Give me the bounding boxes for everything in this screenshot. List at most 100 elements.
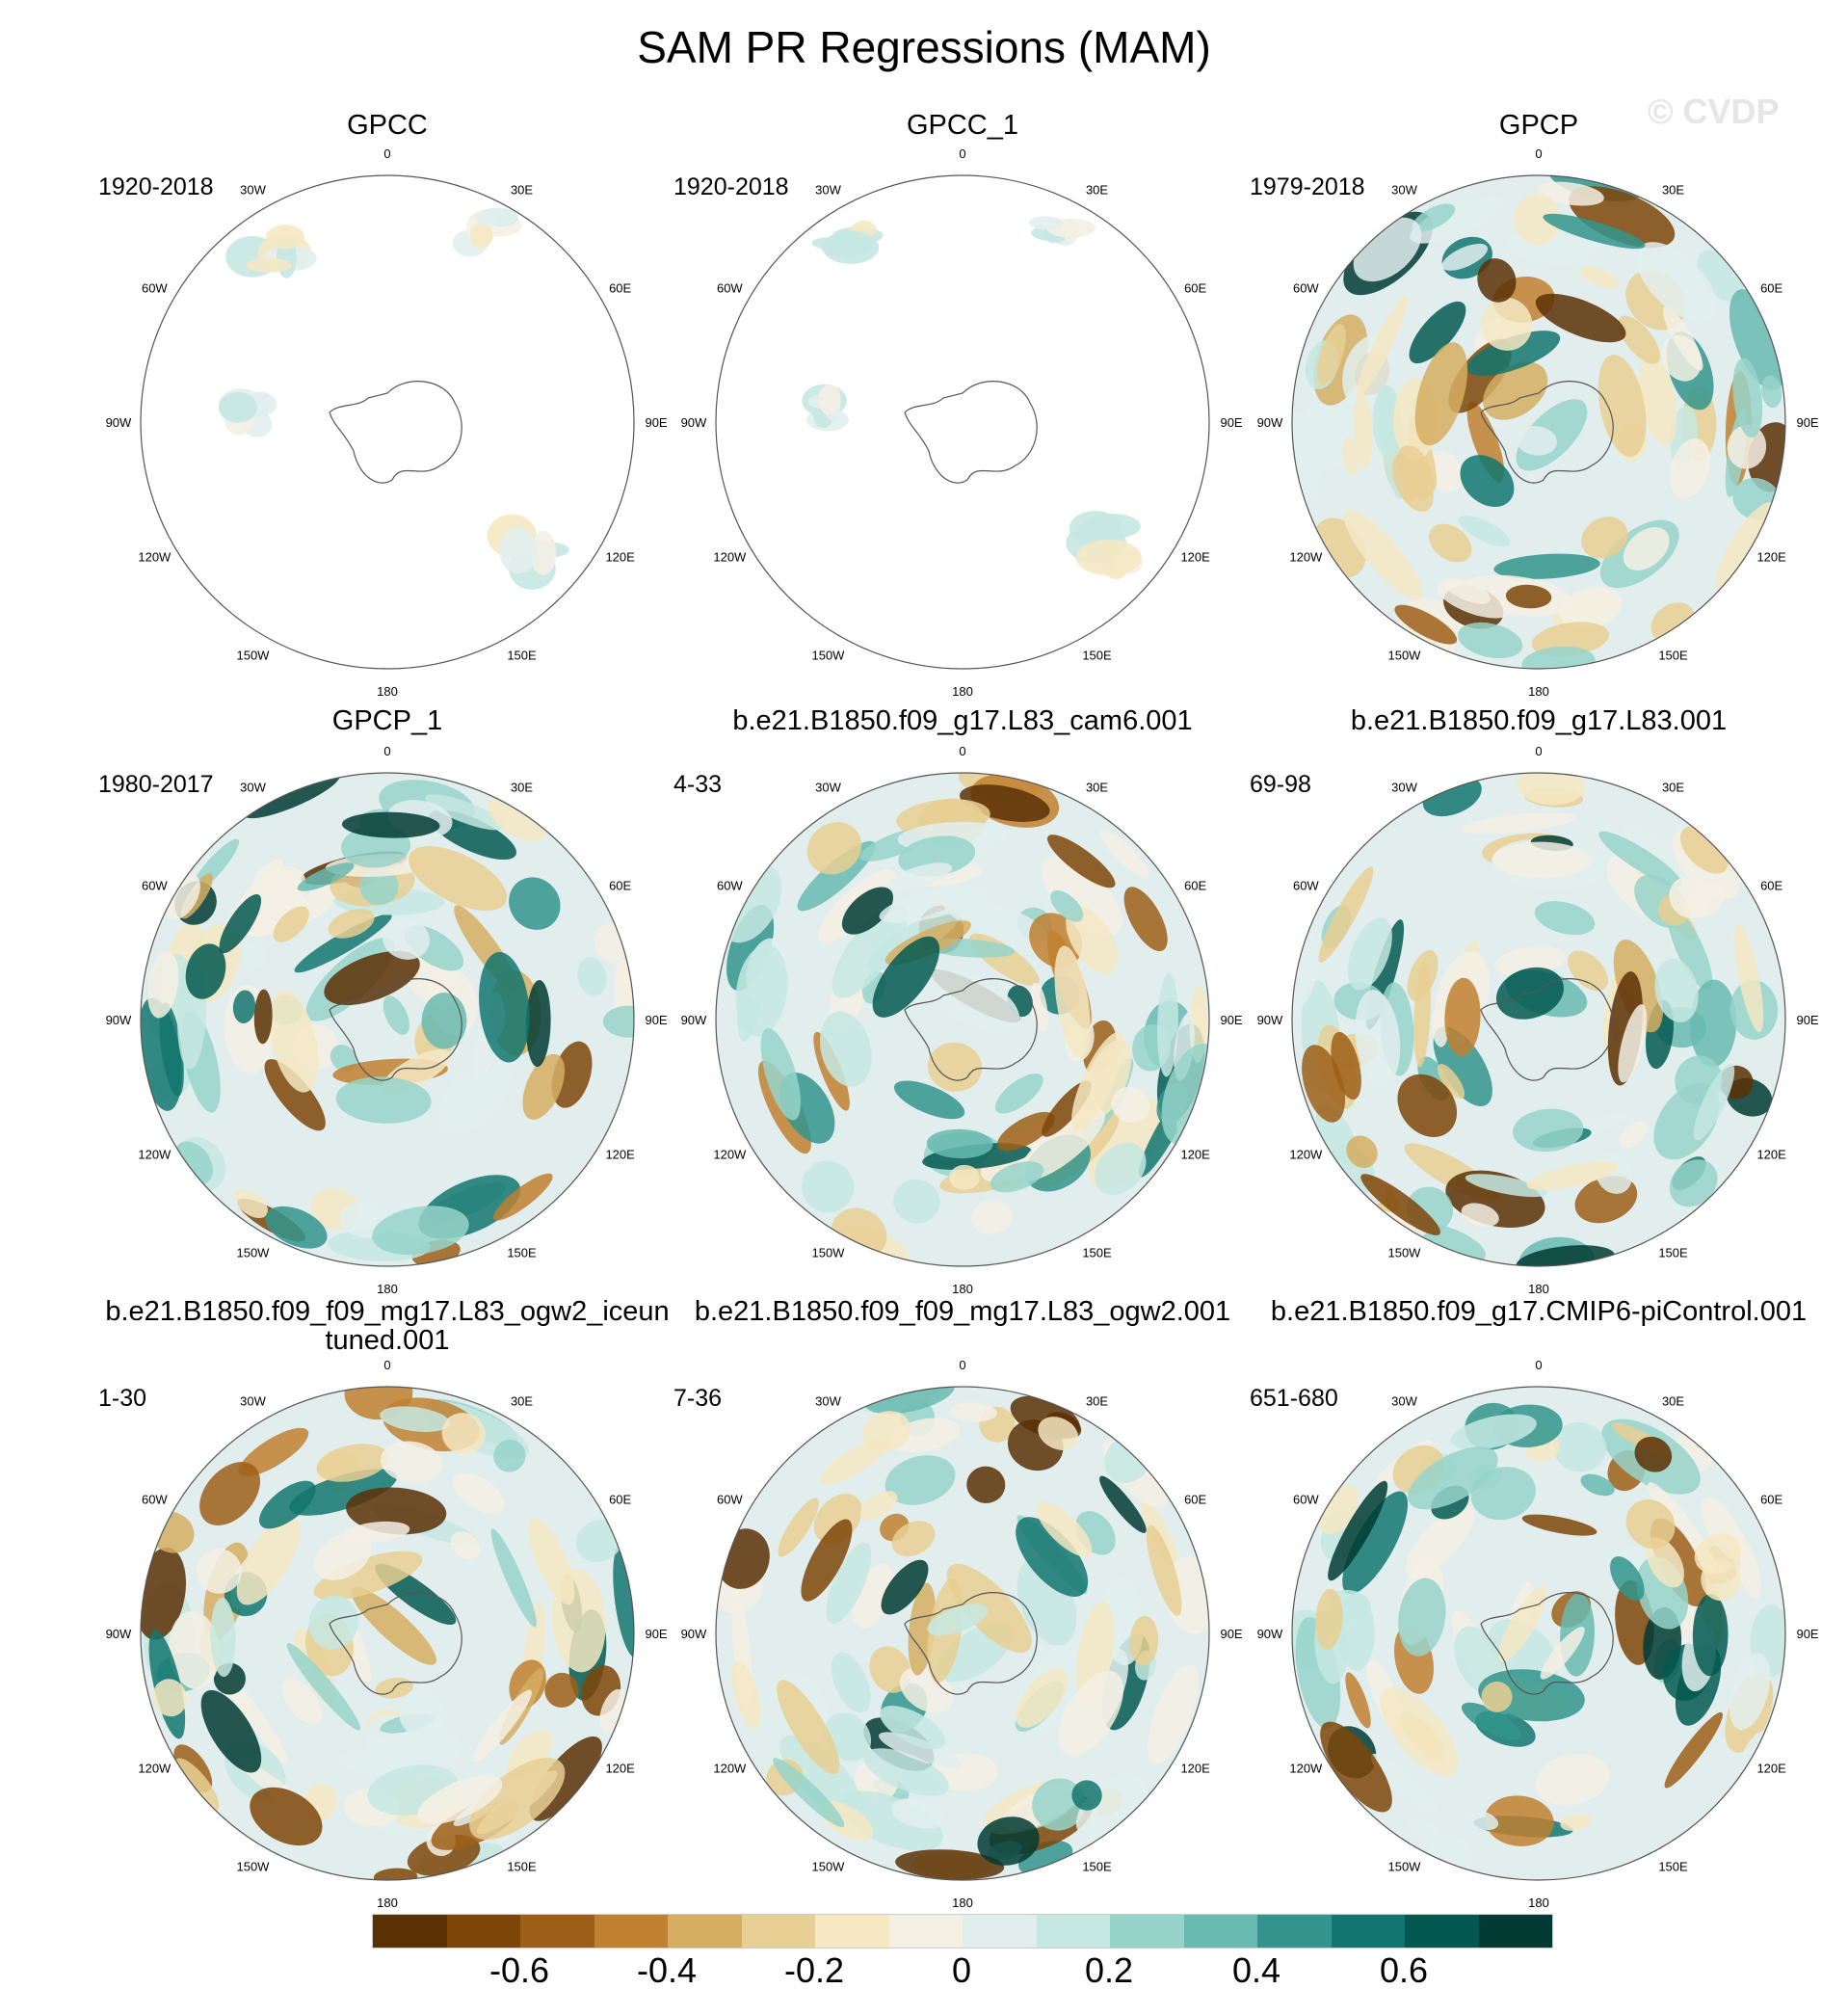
precip-anomaly-contour (577, 957, 607, 996)
precip-anomaly-contour (777, 1680, 840, 1775)
precip-anomaly-contour (1356, 296, 1408, 397)
panel-period: 69-98 (1250, 771, 1311, 798)
precip-anomaly-contour (1407, 1817, 1442, 1844)
precip-anomaly-contour (297, 862, 355, 891)
precip-anomaly-contour (493, 1439, 526, 1472)
precip-anomaly-contour (1477, 258, 1517, 303)
precip-anomaly-contour (1514, 193, 1562, 246)
longitude-label: 120W (138, 1762, 172, 1776)
antarctica-coastline (329, 978, 462, 1081)
precip-anomaly-contour (488, 796, 546, 842)
precip-anomaly-contour (1071, 1780, 1102, 1811)
precip-anomaly-contour (530, 530, 557, 575)
precip-anomaly-contour (286, 1643, 360, 1731)
precip-anomaly-contour (472, 1689, 532, 1763)
polar-map-panel: 0 30E 60E 90E 120E 150E 180 150W 120W 90W 60W 30W (98, 1344, 676, 1922)
precip-anomaly-contour (1484, 1795, 1554, 1846)
precip-anomaly-contour (1042, 857, 1122, 937)
precip-anomaly-contour (373, 1868, 418, 1880)
precip-anomaly-contour (1036, 1501, 1093, 1557)
precip-anomaly-contour (1123, 887, 1168, 952)
precip-anomaly-contour (1664, 1711, 1723, 1789)
precip-anomaly-contour (1343, 510, 1423, 600)
longitude-label: 120W (1289, 1762, 1323, 1776)
precip-anomaly-contour (879, 1732, 962, 1768)
precip-anomaly-contour (837, 1790, 943, 1851)
antarctica-coastline (904, 978, 1038, 1081)
precip-anomaly-contour (313, 1551, 423, 1601)
precip-anomaly-contour (1689, 979, 1737, 1068)
precip-anomaly-contour (760, 1028, 801, 1121)
precip-anomaly-contour (1481, 1681, 1513, 1712)
precip-anomaly-contour (1625, 1498, 1676, 1549)
precip-anomaly-contour (971, 1199, 1013, 1234)
antarctica-coastline (329, 1592, 462, 1695)
precip-anomaly-contour (832, 904, 908, 998)
precip-anomaly-contour (1360, 1174, 1440, 1235)
precip-anomaly-contour (1470, 1467, 1536, 1521)
precip-anomaly-contour (469, 223, 493, 249)
longitude-label: 150E (507, 1860, 537, 1874)
precip-anomaly-contour (831, 1652, 871, 1713)
map-background (141, 175, 634, 669)
longitude-label: 150E (1082, 1860, 1112, 1874)
precip-anomaly-contour (801, 1519, 853, 1602)
precip-anomaly-contour (372, 1206, 469, 1256)
longitude-label: 150W (236, 1246, 270, 1260)
precip-anomaly-contour (1316, 324, 1346, 385)
precip-anomaly-contour (1038, 1417, 1079, 1450)
colorbar-swatch (594, 1915, 668, 1948)
precip-anomaly-contour (551, 1041, 593, 1108)
precip-anomaly-contour (1320, 1721, 1392, 1813)
precip-anomaly-contour (1663, 306, 1703, 371)
precip-anomaly-contour (946, 1563, 1032, 1654)
longitude-label: 180 (377, 684, 398, 699)
precip-anomaly-contour (1355, 990, 1401, 1087)
precip-anomaly-contour (1146, 1525, 1182, 1616)
precip-anomaly-contour (949, 1164, 980, 1190)
longitude-label: 150W (1387, 649, 1421, 663)
precip-anomaly-contour (1598, 831, 1683, 888)
colorbar-label: -0.6 (488, 1950, 550, 1990)
longitude-label: 150E (1082, 1246, 1112, 1260)
precip-anomaly-contour (1347, 916, 1392, 991)
colorbar-label: -0.4 (636, 1950, 698, 1990)
panel-period: 1980-2017 (98, 771, 214, 798)
longitude-label: 90E (1796, 415, 1818, 430)
longitude-label: 180 (1528, 1282, 1549, 1296)
longitude-label: 30E (1086, 1393, 1108, 1408)
precip-anomaly-contour (879, 885, 989, 923)
precip-anomaly-contour (1398, 1578, 1446, 1657)
longitude-label: 30W (815, 780, 841, 794)
precip-anomaly-contour (509, 877, 561, 930)
longitude-label: 120E (1180, 1148, 1210, 1162)
precip-anomaly-contour (1761, 375, 1782, 409)
longitude-label: 0 (959, 1358, 965, 1372)
map-boundary (140, 772, 635, 1267)
precip-anomaly-contour (528, 1518, 575, 1605)
precip-anomaly-contour (1054, 945, 1091, 1059)
precip-anomaly-contour (258, 1480, 316, 1529)
longitude-label: 30E (1662, 780, 1684, 794)
longitude-label: 30W (815, 1393, 841, 1408)
precip-anomaly-contour (421, 993, 467, 1049)
precip-anomaly-contour (314, 1532, 372, 1580)
precip-anomaly-contour (1099, 830, 1149, 878)
precip-anomaly-contour (265, 225, 305, 250)
longitude-label: 30W (1391, 1393, 1417, 1408)
longitude-label: 150W (236, 649, 270, 663)
colorbar-label: -0.2 (783, 1950, 845, 1990)
precip-anomaly-contour (1534, 901, 1596, 936)
precip-anomaly-contour (490, 1528, 537, 1628)
precip-anomaly-contour (1669, 1159, 1718, 1207)
longitude-label: 180 (1528, 684, 1549, 699)
precip-anomaly-contour (990, 1161, 1044, 1193)
precip-anomaly-contour (1397, 1074, 1458, 1137)
longitude-label: 60W (142, 280, 168, 295)
longitude-label: 90W (1257, 415, 1283, 430)
precip-anomaly-contour (966, 1466, 1006, 1503)
precip-anomaly-contour (1461, 812, 1576, 835)
polar-map-panel: 0 30E 60E 90E 120E 150E 180 150W 120W 90W 60W 30W (1250, 1344, 1828, 1922)
precip-anomaly-contour (1460, 455, 1515, 507)
precip-anomaly-contour (316, 1444, 389, 1482)
